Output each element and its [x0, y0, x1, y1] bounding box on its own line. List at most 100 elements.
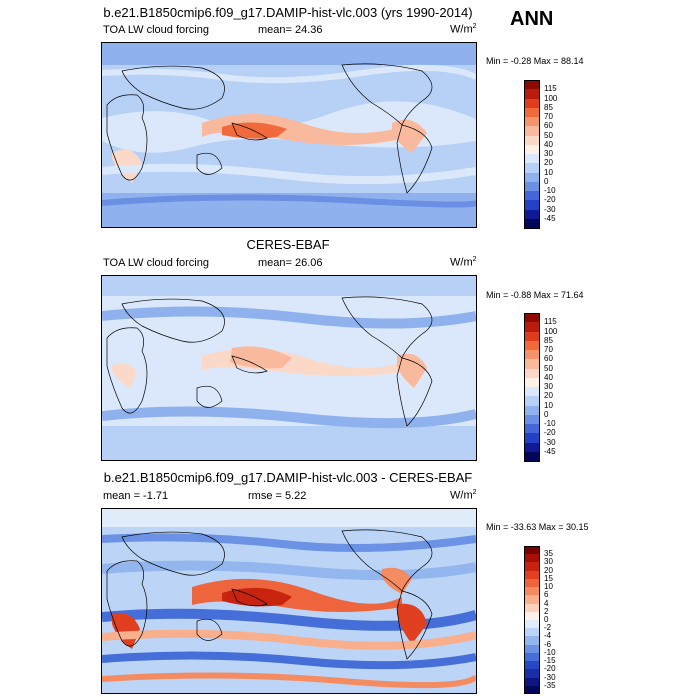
- colorbar-tick-label: 10: [544, 167, 553, 177]
- colorbar-tick-label: -20: [544, 664, 556, 674]
- colorbar-cell: [524, 451, 540, 462]
- panel-2-mean: mean= 26.06: [258, 257, 323, 269]
- colorbar-tick-label: 0: [544, 615, 549, 624]
- colorbar-cell: [524, 368, 540, 379]
- panel-2-unit: W/m2: [450, 256, 477, 269]
- colorbar-tick-label: 40: [544, 139, 553, 149]
- season-label: ANN: [510, 8, 554, 30]
- panel-1-left-label: TOA LW cloud forcing: [103, 24, 209, 36]
- colorbar-tick-label: 60: [544, 354, 553, 364]
- colorbar-cell: [524, 117, 540, 127]
- colorbar-cell: [524, 578, 540, 588]
- colorbar-cell: [524, 107, 540, 118]
- colorbar-cell: [524, 313, 540, 323]
- colorbar-cell: [524, 587, 540, 596]
- colorbar-cell: [524, 611, 540, 621]
- colorbar-tick-label: 100: [544, 326, 558, 336]
- colorbar-cell: [524, 89, 540, 99]
- colorbar-tick-label: 40: [544, 372, 553, 382]
- colorbar-tick-label: 30: [544, 557, 553, 567]
- colorbar-cell: [524, 405, 540, 416]
- panel-2-minmax: Min = -0.88 Max = 71.64: [486, 290, 584, 300]
- colorbar-cell: [524, 218, 540, 229]
- panel-3-rmse: rmse = 5.22: [248, 490, 307, 502]
- panel-1-unit: W/m2: [450, 23, 477, 36]
- colorbar-tick-label: 50: [544, 130, 553, 140]
- panel-3-map: [101, 508, 477, 694]
- colorbar-tick-label: 2: [544, 606, 549, 616]
- colorbar-tick-label: -35: [544, 680, 556, 690]
- panel-3-title: b.e21.B1850cmip6.f09_g17.DAMIP-hist-vlc.…: [103, 470, 473, 485]
- colorbar-cell: [524, 331, 540, 342]
- colorbar-cell: [524, 396, 540, 406]
- colorbar-cell: [524, 377, 540, 388]
- colorbar-cell: [524, 144, 540, 155]
- panel-1-mean: mean= 24.36: [258, 24, 323, 36]
- colorbar-tick-label: 20: [544, 158, 553, 168]
- colorbar-tick-label: -2: [544, 623, 552, 633]
- colorbar-cell: [524, 433, 540, 443]
- colorbar-cell: [524, 595, 540, 605]
- colorbar-cell: [524, 652, 540, 662]
- colorbar-tick-label: 0: [544, 176, 549, 186]
- colorbar-cell: [524, 350, 540, 360]
- colorbar-tick-label: 0: [544, 409, 549, 419]
- colorbar-cell: [524, 359, 540, 369]
- colorbar-tick-label: -10: [544, 419, 556, 428]
- colorbar-cell: [524, 414, 540, 425]
- colorbar-tick-label: -6: [544, 639, 552, 649]
- colorbar-cell: [524, 546, 540, 555]
- colorbar-tick-label: 85: [544, 102, 553, 112]
- colorbar-tick-label: -30: [544, 672, 556, 682]
- panel-2-left-label: TOA LW cloud forcing: [103, 257, 209, 269]
- colorbar-cell: [524, 200, 540, 210]
- colorbar-cell: [524, 163, 540, 173]
- colorbar-tick-label: 70: [544, 345, 553, 354]
- colorbar-tick-label: -30: [544, 204, 556, 214]
- panel-1-minmax: Min = -0.28 Max = 88.14: [486, 56, 584, 66]
- colorbar-tick-label: 10: [544, 400, 553, 410]
- colorbar-cell: [524, 442, 540, 453]
- colorbar-tick-label: -30: [544, 437, 556, 447]
- colorbar-tick-label: -45: [544, 213, 556, 223]
- colorbar-tick-label: 50: [544, 363, 553, 373]
- panel-2-map: [101, 275, 477, 461]
- colorbar-tick-label: 6: [544, 590, 549, 600]
- colorbar-cell: [524, 620, 540, 629]
- panel-2-title: CERES-EBAF: [246, 237, 330, 252]
- colorbar-cell: [524, 677, 540, 687]
- colorbar-cell: [524, 209, 540, 220]
- colorbar-cell: [524, 181, 540, 192]
- colorbar-cell: [524, 340, 540, 351]
- colorbar-cell: [524, 126, 540, 136]
- colorbar-tick-label: 85: [544, 335, 553, 345]
- colorbar-tick-label: 20: [544, 565, 553, 575]
- colorbar-tick-label: 4: [544, 598, 549, 608]
- colorbar-tick-label: 60: [544, 121, 553, 131]
- colorbar-tick-label: 35: [544, 549, 553, 559]
- colorbar-cell: [524, 172, 540, 183]
- colorbar-tick-label: -20: [544, 195, 556, 205]
- colorbar-cell: [524, 191, 540, 201]
- colorbar-cell: [524, 98, 540, 109]
- colorbar-cell: [524, 387, 540, 397]
- panel-3-minmax: Min = -33.63 Max = 30.15: [486, 522, 589, 532]
- panel-1-map: [101, 42, 477, 228]
- colorbar-cell: [524, 644, 540, 654]
- colorbar-tick-label: 70: [544, 112, 553, 121]
- colorbar-tick-label: -10: [544, 186, 556, 195]
- colorbar-tick-label: -4: [544, 631, 552, 641]
- colorbar-cell: [524, 554, 540, 563]
- panel-1-title: b.e21.B1850cmip6.f09_g17.DAMIP-hist-vlc.…: [103, 5, 473, 20]
- colorbar-tick-label: 30: [544, 382, 553, 391]
- colorbar-cell: [524, 154, 540, 164]
- colorbar-cell: [524, 562, 540, 572]
- colorbar-tick-label: -10: [544, 647, 556, 657]
- colorbar-tick-label: -20: [544, 428, 556, 438]
- colorbar-cell: [524, 322, 540, 332]
- colorbar-tick-label: -15: [544, 656, 556, 666]
- colorbar-tick-label: 15: [544, 573, 553, 583]
- colorbar-cell: [524, 570, 540, 580]
- colorbar-tick-label: 115: [544, 84, 557, 94]
- colorbar-tick-label: 10: [544, 582, 553, 592]
